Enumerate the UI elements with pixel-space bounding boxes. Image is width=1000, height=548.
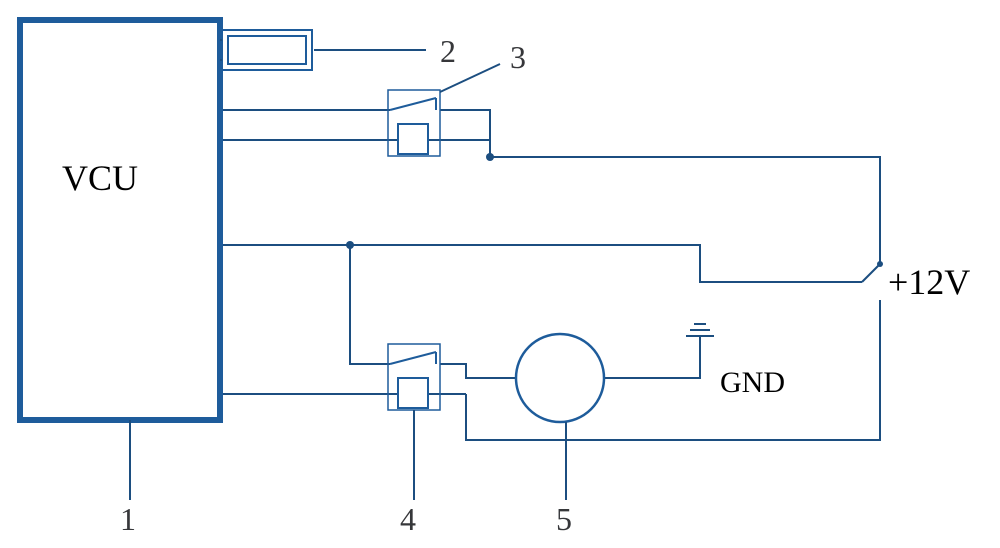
callout-number-1: 1 — [120, 501, 136, 537]
callout-number-3: 3 — [510, 39, 526, 75]
circuit-diagram: VCU +12V GND 1 2 3 4 5 — [0, 0, 1000, 548]
relay-4-coil — [398, 378, 428, 408]
wire — [220, 245, 390, 364]
junction-node — [486, 153, 494, 161]
callout-number-4: 4 — [400, 501, 416, 537]
relay-3-switch — [390, 98, 436, 110]
wire — [490, 157, 880, 264]
junction-node — [346, 241, 354, 249]
relay-3-coil — [398, 124, 428, 154]
wire — [466, 300, 880, 440]
power-label: +12V — [888, 262, 970, 302]
relay-4-switch — [390, 352, 436, 364]
vcu-box — [20, 20, 220, 420]
gnd-label: GND — [720, 366, 785, 399]
component-2-inner — [228, 36, 306, 64]
callout-number-5: 5 — [556, 501, 572, 537]
vcu-label: VCU — [62, 158, 138, 198]
motor-circle — [516, 334, 604, 422]
wire — [604, 352, 700, 378]
wire — [350, 245, 862, 282]
wire — [440, 110, 490, 157]
callout-number-2: 2 — [440, 33, 456, 69]
wire — [440, 364, 516, 378]
power-switch — [862, 264, 880, 282]
